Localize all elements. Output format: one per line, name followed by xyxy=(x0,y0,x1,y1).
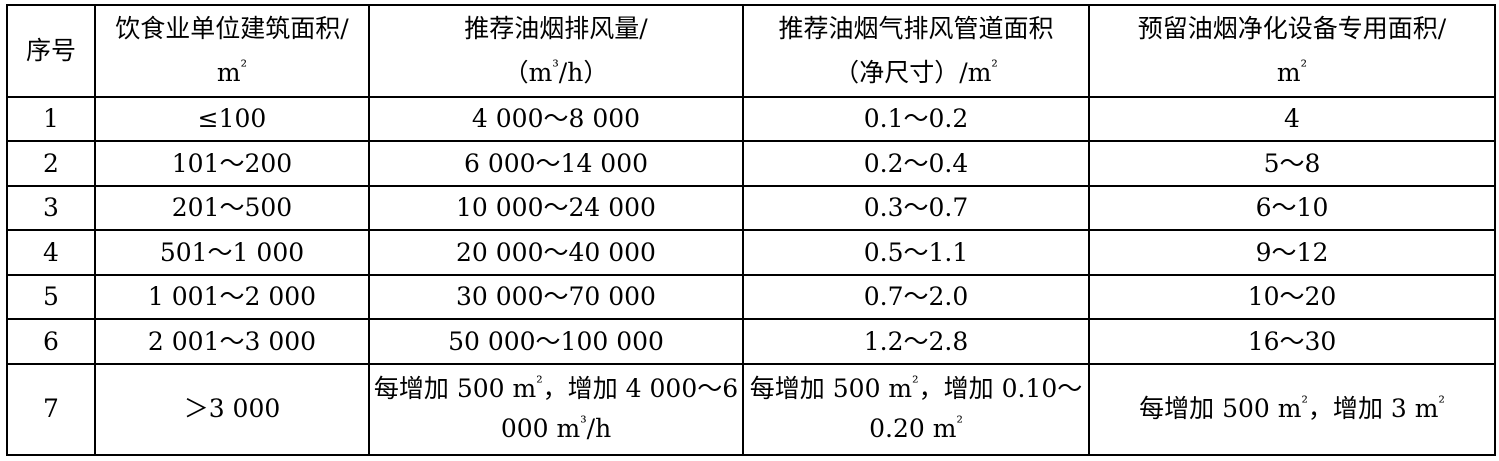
cell-exhaust-airflow: 4 000～8 000 xyxy=(368,95,744,143)
header-building-area: 饮食业单位建筑面积/ m² xyxy=(94,4,370,98)
table-header-row: 序号 饮食业单位建筑面积/ m² 推荐油烟排风量/ （m³/h） 推荐油烟气排风… xyxy=(6,4,1496,98)
cell-duct-area: 每增加 500 m²，增加 0.10～ 0.20 m² xyxy=(742,362,1090,457)
table-row: 3 201～500 10 000～24 000 0.3～0.7 6～10 xyxy=(6,184,1496,232)
table-row: 5 1 001～2 000 30 000～70 000 0.7～2.0 10～2… xyxy=(6,273,1496,321)
kitchen-exhaust-table: 序号 饮食业单位建筑面积/ m² 推荐油烟排风量/ （m³/h） 推荐油烟气排风… xyxy=(6,4,1496,457)
table-row: 2 101～200 6 000～14 000 0.2～0.4 5～8 xyxy=(6,140,1496,187)
cell-duct-area: 0.7～2.0 xyxy=(742,273,1090,321)
cell-exhaust-airflow: 20 000～40 000 xyxy=(368,229,744,276)
cell-purifier-area: 6～10 xyxy=(1088,184,1496,232)
cell-building-area: 501～1 000 xyxy=(94,229,370,276)
cell-building-area: 101～200 xyxy=(94,140,370,187)
cell-duct-area: 1.2～2.8 xyxy=(742,318,1090,365)
cell-serial-number: 1 xyxy=(6,95,96,143)
cell-exhaust-airflow: 10 000～24 000 xyxy=(368,184,744,232)
cell-duct-area: 0.3～0.7 xyxy=(742,184,1090,232)
cell-purifier-area: 5～8 xyxy=(1088,140,1496,187)
table-row: 6 2 001～3 000 50 000～100 000 1.2～2.8 16～… xyxy=(6,318,1496,365)
cell-building-area: 1 001～2 000 xyxy=(94,273,370,321)
cell-serial-number: 5 xyxy=(6,273,96,321)
cell-serial-number: 2 xyxy=(6,140,96,187)
table-row: 7 ＞3 000 每增加 500 m²，增加 4 000～6 000 m³/h … xyxy=(6,362,1496,457)
cell-serial-number: 7 xyxy=(6,362,96,457)
cell-exhaust-airflow: 50 000～100 000 xyxy=(368,318,744,365)
cell-serial-number: 4 xyxy=(6,229,96,276)
cell-purifier-area: 16～30 xyxy=(1088,318,1496,365)
header-duct-area: 推荐油烟气排风管道面积 （净尺寸）/m² xyxy=(742,4,1090,98)
cell-building-area: 201～500 xyxy=(94,184,370,232)
table-row: 4 501～1 000 20 000～40 000 0.5～1.1 9～12 xyxy=(6,229,1496,276)
cell-building-area: ＞3 000 xyxy=(94,362,370,457)
cell-exhaust-airflow: 6 000～14 000 xyxy=(368,140,744,187)
header-exhaust-airflow: 推荐油烟排风量/ （m³/h） xyxy=(368,4,744,98)
cell-exhaust-airflow: 30 000～70 000 xyxy=(368,273,744,321)
cell-exhaust-airflow: 每增加 500 m²，增加 4 000～6 000 m³/h xyxy=(368,362,744,457)
cell-purifier-area: 10～20 xyxy=(1088,273,1496,321)
cell-serial-number: 3 xyxy=(6,184,96,232)
cell-serial-number: 6 xyxy=(6,318,96,365)
cell-duct-area: 0.1～0.2 xyxy=(742,95,1090,143)
cell-purifier-area: 4 xyxy=(1088,95,1496,143)
cell-purifier-area: 9～12 xyxy=(1088,229,1496,276)
cell-building-area: ≤100 xyxy=(94,95,370,143)
header-purifier-area: 预留油烟净化设备专用面积/ m² xyxy=(1088,4,1496,98)
cell-duct-area: 0.5～1.1 xyxy=(742,229,1090,276)
table-row: 1 ≤100 4 000～8 000 0.1～0.2 4 xyxy=(6,95,1496,143)
header-serial-number: 序号 xyxy=(6,4,96,98)
cell-building-area: 2 001～3 000 xyxy=(94,318,370,365)
cell-duct-area: 0.2～0.4 xyxy=(742,140,1090,187)
cell-purifier-area: 每增加 500 m²，增加 3 m² xyxy=(1088,362,1496,457)
